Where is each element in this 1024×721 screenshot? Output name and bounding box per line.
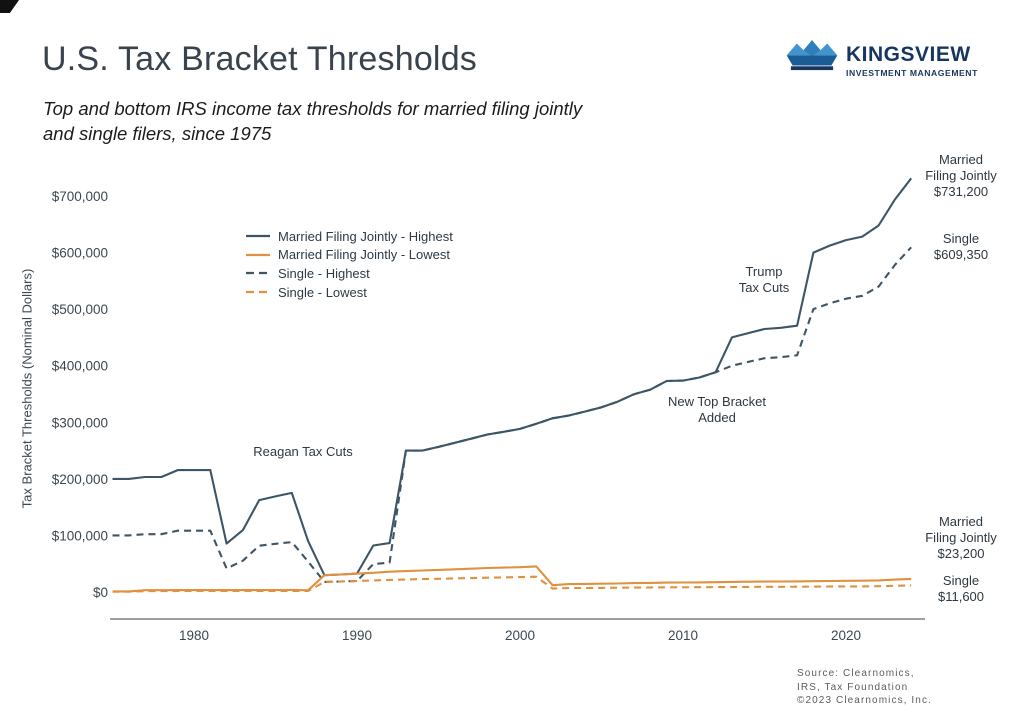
y-tick-label: $400,000	[52, 359, 108, 374]
y-tick-label: $600,000	[52, 246, 108, 261]
x-tick-label: 1980	[179, 628, 209, 643]
x-tick-label: 2010	[668, 628, 698, 643]
series-line-married-filing-jointly-highest	[112, 177, 913, 577]
y-tick-label: $0	[93, 585, 108, 600]
end-label-single-11-600: Single $11,600	[938, 573, 984, 605]
source-line-3: ©2023 Clearnomics, Inc.	[797, 695, 932, 706]
subtitle-line-2: and single filers, since 1975	[43, 122, 272, 144]
end-label-married-filing-jointly-731-200: Married Filing Jointly $731,200	[925, 152, 997, 200]
legend-label: Married Filing Jointly - Highest	[278, 228, 453, 244]
x-tick-label: 2000	[505, 628, 535, 643]
kingsview-logo: KINGSVIEW INVESTMENT MANAGEMENT	[785, 35, 978, 79]
x-tick-label: 2020	[831, 628, 861, 643]
label-line: Married	[938, 514, 984, 529]
source-line-1: Source: Clearnomics,	[797, 668, 915, 679]
page-subtitle: Top and bottom IRS income tax thresholds…	[43, 97, 582, 146]
legend-label: Single - Highest	[278, 265, 370, 281]
label-line: Tax Cuts	[738, 280, 790, 295]
x-tick-label: 1990	[342, 628, 372, 643]
label-line: Added	[698, 410, 736, 425]
label-line: $23,200	[937, 546, 985, 561]
legend-swatch-dashed-line	[246, 272, 270, 275]
logo-wordmark: KINGSVIEW	[846, 43, 971, 66]
annotation-trump-tax-cuts: Trump Tax Cuts	[739, 264, 790, 296]
y-tick-label: $200,000	[52, 472, 108, 487]
legend-item-single-lowest: Single - Lowest	[246, 283, 453, 302]
subtitle-line-1: Top and bottom IRS income tax thresholds…	[43, 98, 583, 119]
legend-swatch-solid-line	[246, 235, 270, 238]
label-line: $731,200	[933, 184, 989, 199]
label-line: Filing Jointly	[925, 530, 997, 545]
logo-tagline: INVESTMENT MANAGEMENT	[846, 68, 978, 78]
label-line: Single	[942, 231, 980, 246]
label-line: $11,600	[937, 589, 985, 604]
crown-icon	[786, 40, 838, 71]
series-line-single-highest	[112, 246, 912, 583]
y-tick-label: $300,000	[52, 415, 108, 430]
end-label-married-filing-jointly-23-200: Married Filing Jointly $23,200	[925, 514, 997, 562]
legend-item-married-filing-jointly-highest: Married Filing Jointly - Highest	[246, 227, 453, 246]
legend-item-single-highest: Single - Highest	[246, 264, 453, 283]
page-title: U.S. Tax Bracket Thresholds	[42, 40, 477, 78]
legend-item-married-filing-jointly-lowest: Married Filing Jointly - Lowest	[246, 246, 453, 265]
y-tick-label: $500,000	[52, 302, 108, 317]
end-label-single-609-350: Single $609,350	[934, 231, 988, 263]
label-line: Married	[938, 152, 984, 167]
legend-swatch-dashed-line	[246, 290, 270, 294]
series-line-married-filing-jointly-lowest	[112, 565, 912, 593]
annotation-new-top-bracket-added: New Top Bracket Added	[668, 394, 766, 426]
source-note: Source: Clearnomics, IRS, Tax Foundation ©…	[797, 667, 932, 708]
label-line: Single	[942, 573, 980, 588]
logo-text: KINGSVIEW INVESTMENT MANAGEMENT	[846, 35, 978, 78]
legend-label: Single - Lowest	[278, 284, 367, 300]
label-line: New Top Bracket	[667, 394, 767, 409]
chart-legend: Married Filing Jointly - Highest Married …	[246, 227, 453, 301]
annotation-reagan-tax-cuts: Reagan Tax Cuts	[253, 444, 353, 460]
label-line: Filing Jointly	[925, 168, 997, 183]
legend-swatch-solid-line	[246, 253, 270, 256]
label-line: $609,350	[933, 247, 989, 262]
y-tick-label: $700,000	[52, 189, 108, 204]
y-tick-label: $100,000	[52, 528, 108, 543]
label-line: Trump	[745, 264, 783, 279]
label-line: Reagan Tax Cuts	[253, 444, 353, 459]
legend-label: Married Filing Jointly - Lowest	[278, 247, 450, 263]
source-line-2: IRS, Tax Foundation	[797, 681, 909, 693]
